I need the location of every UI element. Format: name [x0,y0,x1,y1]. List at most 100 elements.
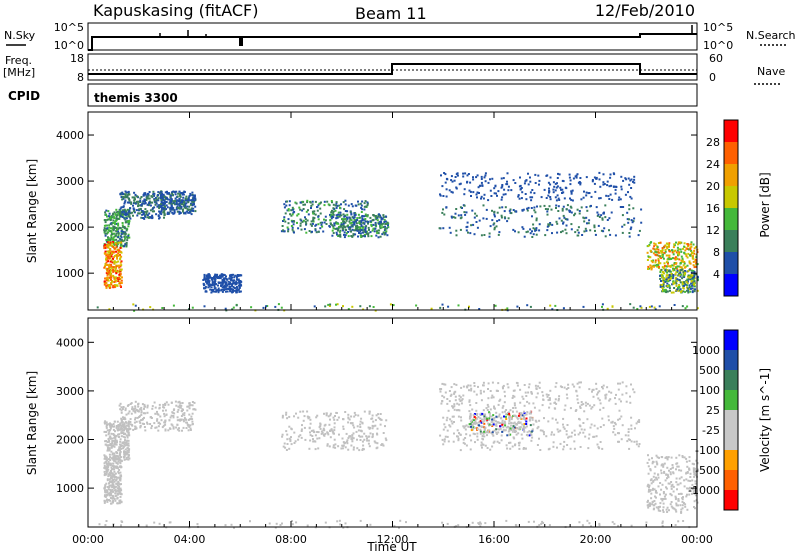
scatter-cell [689,278,692,281]
scatter-cell [238,290,241,293]
scatter-cell [659,274,661,277]
scatter-cell [133,211,136,214]
scatter-cell [559,385,562,388]
scatter-cell [113,473,116,476]
scatter-cell [211,282,214,285]
scatter-cell [570,435,573,438]
scatter-cell [156,410,158,413]
scatter-cell [111,473,114,475]
scatter-cell [144,412,147,415]
scatter-cell [347,437,350,440]
scatter-cell [169,196,172,198]
scatter-cell [116,256,118,259]
scatter-cell [120,236,123,239]
scatter-cell [109,260,112,263]
scatter-cell [119,440,122,443]
scatter-cell [599,402,602,405]
scatter-cell [523,404,526,407]
scatter-cell [336,204,339,207]
scatter-cell [308,426,311,429]
scatter-cell [688,286,691,289]
scatter-cell [152,193,155,195]
scatter-cell [207,278,210,281]
scatter-cell [106,459,109,462]
scatter-cell [651,488,654,491]
scatter-cell [109,272,112,275]
scatter-cell [353,229,356,232]
scatter-cell [576,173,579,176]
scatter-cell [250,306,253,309]
scatter-cell [675,251,678,254]
scatter-cell [500,434,503,437]
scatter-cell [213,284,216,286]
scatter-cell [455,186,458,189]
scatter-cell [508,441,510,444]
scatter-cell [115,439,118,442]
scatter-cell [178,404,181,407]
scatter-cell [359,439,362,441]
scatter-cell [106,253,109,256]
scatter-cell [106,273,109,276]
scatter-cell [107,468,110,471]
scatter-cell [650,268,653,271]
scatter-cell [647,472,650,475]
scatter-cell [124,439,126,442]
scatter-cell [128,434,131,437]
scatter-cell [133,199,136,202]
scatter-cell [632,180,634,183]
scatter-cell [510,416,513,419]
scatter-cell [125,413,128,416]
scatter-cell [524,413,527,416]
scatter-cell [481,426,483,428]
scatter-cell [355,430,358,433]
scatter-cell [453,383,456,386]
scatter-cell [109,428,112,431]
scatter-cell [175,190,178,193]
scatter-cell [528,383,531,386]
scatter-cell [216,275,219,278]
scatter-cell [129,423,132,426]
scatter-cell [357,235,359,238]
scatter-cell [146,421,148,424]
scatter-cell [450,190,453,193]
scatter-cell [377,222,380,225]
scatter-cell [562,426,565,429]
scatter-cell [367,233,369,236]
scatter-cell [464,172,467,175]
scatter-cell [620,175,623,178]
scatter-cell [121,427,124,430]
scatter-cell [688,260,691,263]
scatter-cell [573,429,576,432]
scatter-cell [105,279,108,282]
scatter-cell [520,197,523,200]
scatter-cell [479,430,482,433]
scatter-cell [601,217,604,220]
scatter-cell [669,468,672,470]
scatter-cell [481,446,483,449]
scatter-cell [659,241,662,244]
scatter-cell [545,197,548,199]
scatter-cell [686,248,689,250]
scatter-cell [568,176,571,179]
scatter-cell [352,217,355,220]
scatter-cell [107,256,110,259]
scatter-cell [108,482,110,485]
scatter-cell [588,404,591,407]
scatter-cell [111,216,113,219]
scatter-cell [560,219,563,222]
scatter-cell [536,444,539,446]
scatter-cell [506,447,509,450]
scatter-cell [287,218,290,221]
scatter-cell [317,218,320,221]
scatter-cell [610,211,613,214]
scatter-cell [693,247,696,250]
scatter-cell [163,212,166,215]
scatter-cell [112,241,114,244]
scatter-cell [473,422,476,424]
scatter-cell [356,225,359,227]
scatter-cell [324,423,327,426]
scatter-cell [346,213,349,216]
scatter-cell [333,429,336,432]
scatter-cell [504,424,507,427]
scatter-cell [105,469,108,472]
